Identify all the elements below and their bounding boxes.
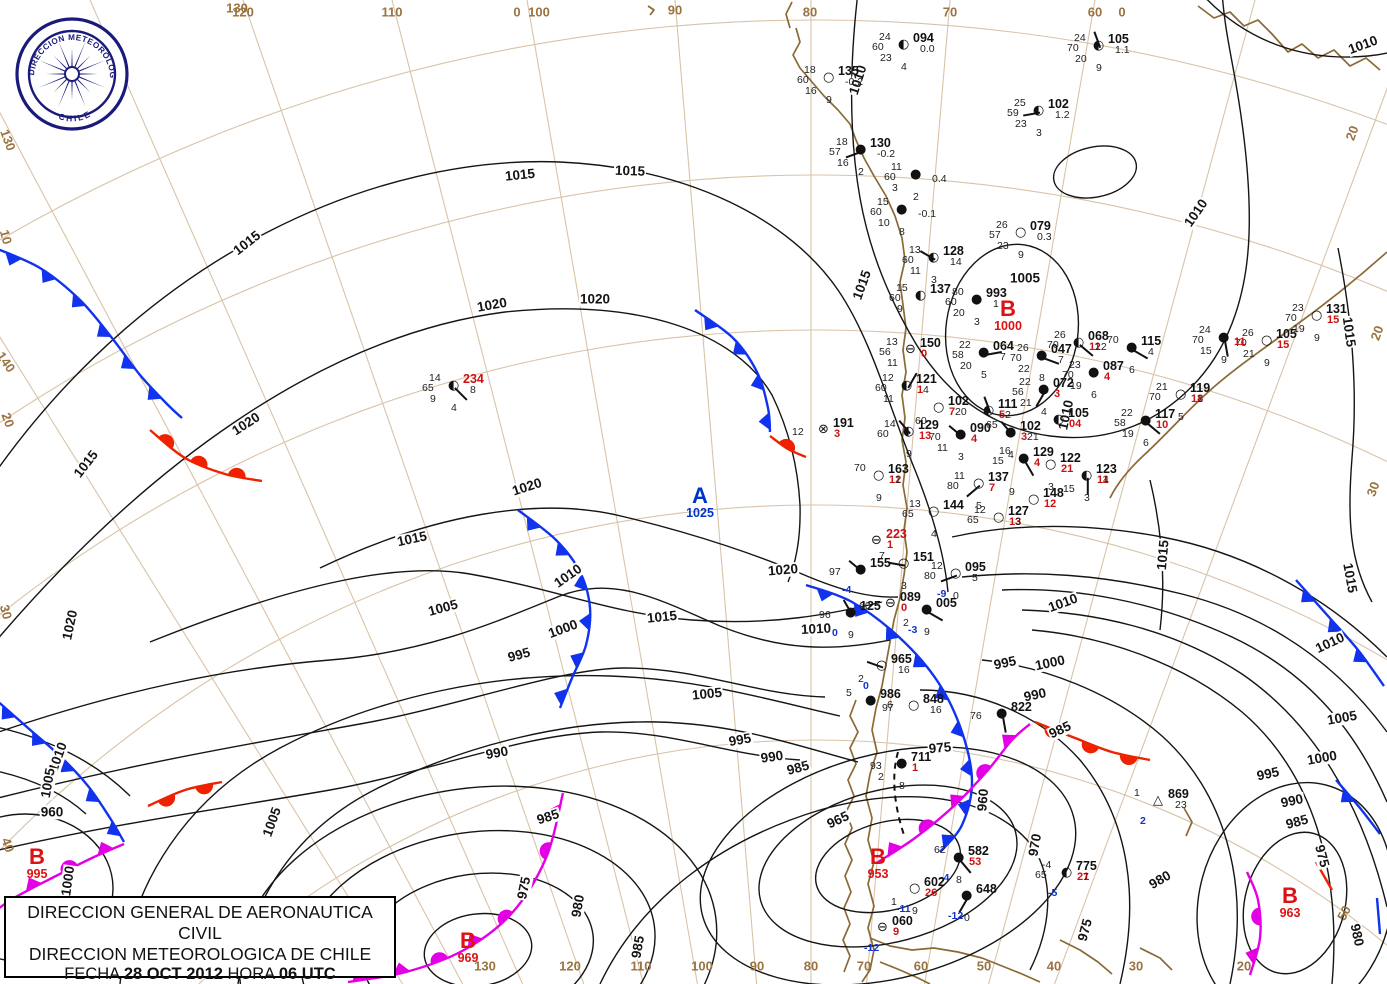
cold-front [1335, 779, 1381, 835]
meridian-line [0, 336, 404, 984]
warm-front-symbol [539, 842, 552, 860]
cold-front-symbol [750, 373, 765, 391]
cold-front-symbol [887, 842, 903, 857]
cold-front-symbol [732, 340, 748, 355]
warm-front-symbol [157, 793, 176, 807]
hora-label: HORA [227, 965, 275, 983]
cold-front-symbol [41, 268, 57, 283]
cold-front-symbol [555, 541, 570, 556]
meridian-line [391, 0, 644, 984]
warm-front-symbol [778, 438, 796, 453]
cold-front-symbol [106, 820, 121, 837]
cold-front-symbol [704, 316, 719, 331]
warm-front-symbol [158, 434, 175, 449]
chart-title-box: DIRECCION GENERAL DE AERONAUTICA CIVIL D… [4, 896, 396, 983]
meridian-line [526, 0, 698, 984]
cold-front-symbol [934, 684, 949, 701]
meridian-line [988, 0, 1256, 984]
parallel-line [198, 739, 1387, 984]
warm-front [1034, 720, 1151, 762]
warm-front-symbol [430, 952, 448, 965]
warm-front [1314, 861, 1334, 891]
cold-front [0, 248, 183, 419]
cold-front-symbol [885, 625, 900, 641]
meridian-line [674, 0, 758, 984]
parallel-line [0, 19, 1387, 241]
meridian-line [866, 0, 951, 984]
cold-front-symbol [1, 705, 16, 720]
cold-front-symbol [392, 962, 411, 976]
parallel-line [0, 174, 1387, 424]
cold-front-symbol [570, 652, 585, 669]
agency-line-2: DIRECCION METEOROLOGICA DE CHILE [28, 944, 372, 964]
cold-front-symbol [950, 794, 965, 809]
cold-front-symbol [25, 877, 42, 892]
meridian-line [924, 0, 1096, 984]
hora-value: 06 UTC [278, 965, 336, 983]
logo-sunburst [38, 40, 106, 108]
cold-front-symbol [467, 933, 483, 949]
cold-front-symbol [96, 322, 112, 337]
cold-front-symbol [71, 293, 86, 308]
cold-front-symbol [957, 798, 971, 816]
cold-front-symbol [941, 834, 956, 849]
cold-front-symbol [579, 612, 591, 631]
warm-front-symbol [190, 455, 208, 469]
meridian-line [242, 0, 585, 984]
cold-front-symbol [554, 688, 568, 706]
cold-front-symbol [1327, 618, 1342, 633]
cold-front [517, 509, 592, 709]
cold-front-symbol [60, 758, 75, 773]
valid-time-line: FECHA 28 OCT 2012 HORA 06 UTC [8, 965, 392, 984]
agency-line-1: DIRECCION GENERAL DE AERONAUTICA CIVIL [27, 902, 373, 943]
cold-front-symbol [1002, 734, 1017, 749]
cold-front-symbol [97, 841, 114, 856]
agency-logo: DIRECCION METEOROLOGICA CHILE [11, 9, 129, 131]
cold-front [1375, 897, 1382, 935]
trough-line [893, 751, 906, 839]
warm-front-symbol [1119, 754, 1138, 765]
cold-front-symbol [960, 758, 973, 777]
meridian-line [0, 111, 464, 984]
cold-front-symbol [32, 731, 46, 746]
cold-front-symbol [1301, 588, 1316, 603]
warm-front [147, 780, 223, 808]
cold-front-symbol [5, 252, 22, 266]
cold-front-symbol [1353, 647, 1368, 663]
parallel-line [0, 504, 1387, 852]
cold-front-symbol [912, 653, 928, 668]
occluded-front [877, 723, 1031, 864]
cold-front-symbol [147, 385, 162, 400]
warm-front-symbol [227, 467, 246, 479]
cold-front-symbol [758, 412, 771, 431]
cold-front-symbol [853, 602, 869, 617]
cold-front-symbol [1245, 947, 1259, 965]
warm-front-symbol [1081, 740, 1100, 754]
meridian-line [89, 0, 524, 984]
parallel-line [0, 329, 1387, 616]
cold-front-symbol [950, 720, 964, 738]
fecha-value: 28 OCT 2012 [123, 965, 223, 983]
warm-front-symbol [976, 764, 992, 780]
cold-front-symbol [120, 354, 136, 369]
fecha-label: FECHA [64, 965, 120, 983]
warm-front-symbol [918, 819, 935, 834]
warm-front-symbol [497, 909, 514, 926]
cold-front-symbol [526, 516, 542, 531]
cold-front-symbol [816, 588, 834, 602]
coastline [647, 1, 1387, 984]
cold-front-symbol [85, 787, 100, 803]
warm-front-symbol [1251, 907, 1261, 926]
warm-front-symbol [195, 783, 214, 795]
cold-front-symbol [1340, 788, 1355, 803]
